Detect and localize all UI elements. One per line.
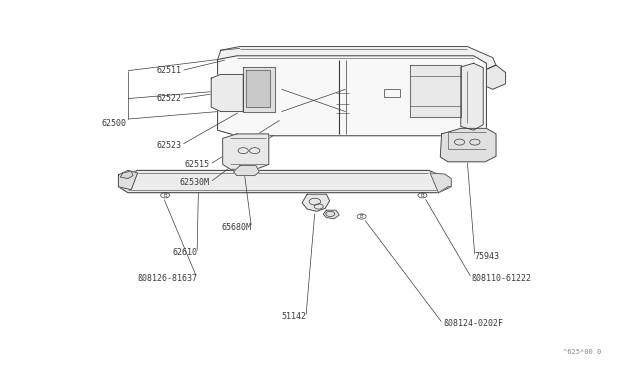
Polygon shape <box>302 194 330 211</box>
Text: 62500: 62500 <box>102 119 127 128</box>
Text: B: B <box>360 214 364 219</box>
Polygon shape <box>211 74 243 112</box>
Text: ß08110-61222: ß08110-61222 <box>472 274 532 283</box>
Text: 65680M: 65680M <box>221 223 252 232</box>
Text: ß08124-0202F: ß08124-0202F <box>443 319 503 328</box>
Polygon shape <box>479 65 506 89</box>
Text: 51142: 51142 <box>281 312 306 321</box>
Text: 62522: 62522 <box>156 94 181 103</box>
Text: 62511: 62511 <box>156 66 181 75</box>
Text: 75943: 75943 <box>475 252 500 261</box>
Text: 62515: 62515 <box>185 160 210 169</box>
Polygon shape <box>440 128 496 162</box>
Text: 62610: 62610 <box>172 248 197 257</box>
Polygon shape <box>243 67 275 112</box>
Text: ^625*00 0: ^625*00 0 <box>563 349 602 355</box>
Polygon shape <box>118 170 451 193</box>
Text: 62523: 62523 <box>156 141 181 150</box>
Polygon shape <box>430 173 451 193</box>
Polygon shape <box>461 63 483 130</box>
Polygon shape <box>323 210 339 219</box>
Polygon shape <box>120 171 133 179</box>
Polygon shape <box>218 46 496 71</box>
Text: ß08126-81637: ß08126-81637 <box>137 274 197 283</box>
Polygon shape <box>218 56 486 136</box>
Polygon shape <box>234 166 259 176</box>
Polygon shape <box>118 170 138 190</box>
Text: B: B <box>163 193 167 198</box>
Text: B: B <box>420 193 424 198</box>
Polygon shape <box>223 134 269 169</box>
Text: 62530M: 62530M <box>180 178 210 187</box>
Polygon shape <box>410 65 461 117</box>
Polygon shape <box>246 70 270 107</box>
